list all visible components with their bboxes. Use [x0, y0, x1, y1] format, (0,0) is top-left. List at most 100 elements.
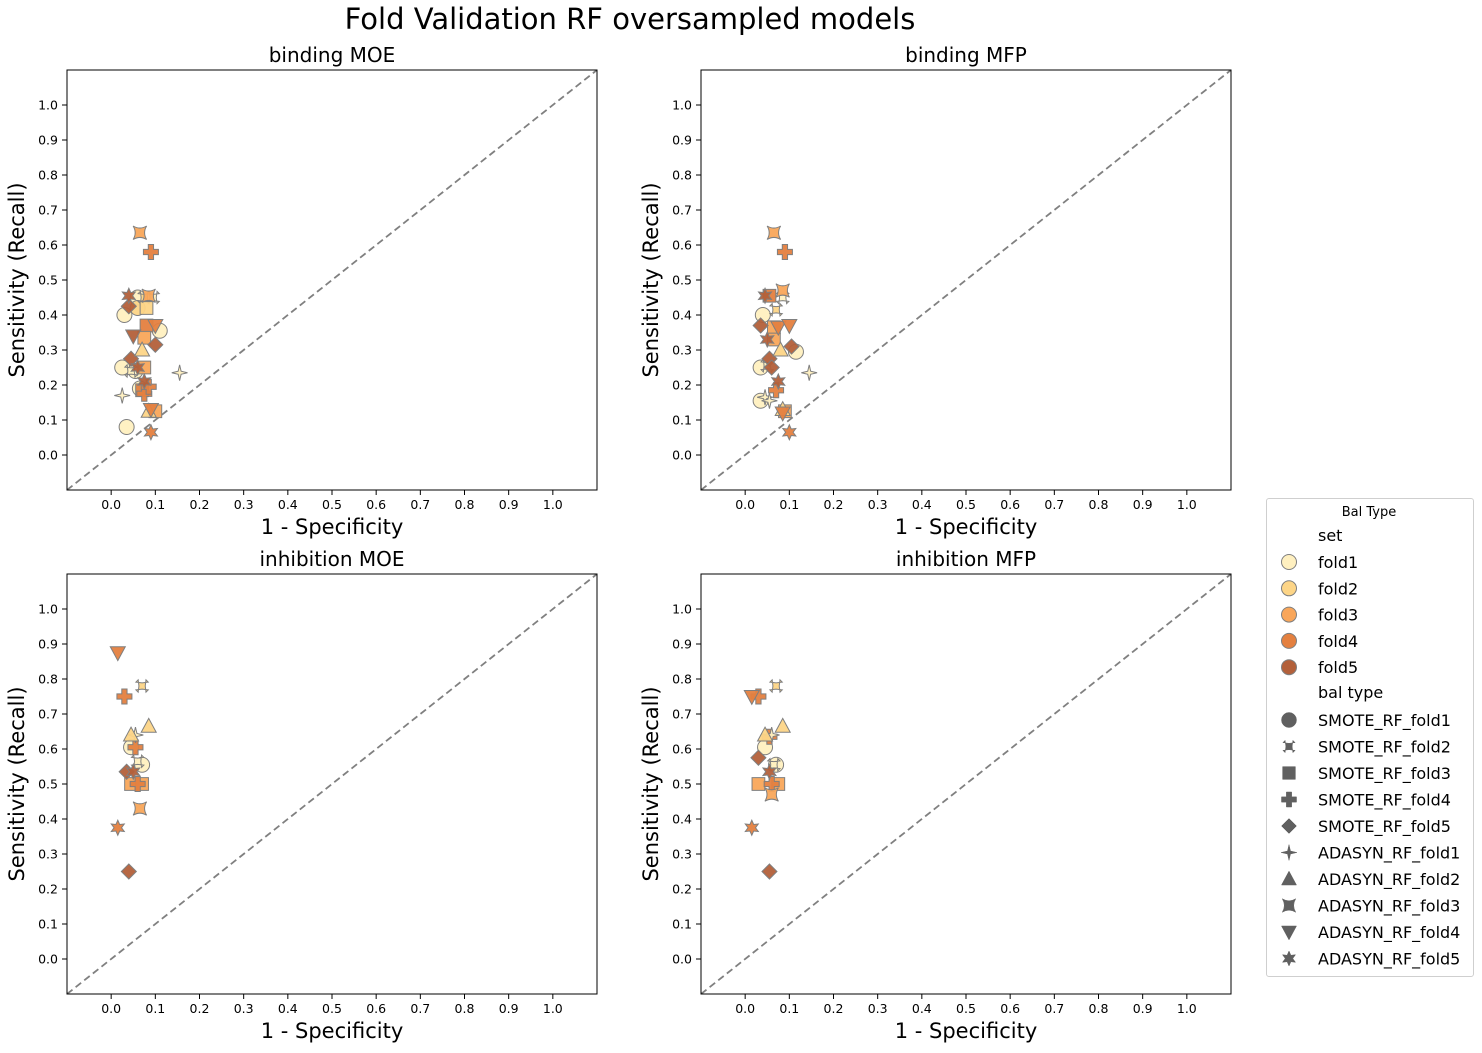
subplot-title: binding MOE — [269, 43, 396, 67]
y-tick-label: 0.7 — [38, 707, 58, 722]
y-axis-label: Sensitivity (Recall) — [5, 182, 29, 377]
subplot-2: 0.0 0.1 0.2 0.3 0.4 0.5 0.6 0.7 0.8 0.9 1.0 0.0 0.1 0… — [639, 43, 1232, 539]
points-group — [743, 678, 792, 880]
data-point-star4 — [801, 364, 818, 381]
y-tick-label: 0.4 — [672, 308, 692, 323]
y-tick-label: 0.4 — [672, 812, 692, 827]
data-point-concave-square — [132, 225, 148, 240]
y-tick-label: 0.1 — [672, 917, 692, 932]
data-point-diamond — [783, 338, 800, 355]
subplot-4: 0.0 0.1 0.2 0.3 0.4 0.5 0.6 0.7 0.8 0.9 1.0 0.0 0.1 0… — [639, 547, 1232, 1043]
x-tick-label: 0.5 — [956, 497, 976, 512]
data-point-star6 — [744, 819, 760, 837]
x-tick-label: 0.1 — [145, 497, 165, 512]
points-group — [114, 225, 188, 441]
data-point-star6 — [121, 287, 137, 305]
diagonal-reference-line — [701, 70, 1231, 490]
data-point-x — [768, 678, 784, 694]
x-tick-label: 1.0 — [1177, 1001, 1197, 1016]
data-point-triangle-down — [142, 403, 160, 419]
subplot-title: inhibition MOE — [259, 547, 404, 571]
x-tick-label: 1.0 — [1177, 497, 1197, 512]
y-tick-label: 0.4 — [38, 812, 58, 827]
subplot-1: 0.0 0.1 0.2 0.3 0.4 0.5 0.6 0.7 0.8 0.9 1.0 0.0 0.1 0… — [5, 43, 598, 539]
data-point-star4 — [171, 364, 188, 381]
x-tick-label: 0.5 — [322, 497, 342, 512]
data-point-x — [768, 302, 784, 317]
x-tick-label: 0.8 — [455, 1001, 475, 1016]
y-tick-label: 0.5 — [38, 777, 58, 792]
y-tick-label: 1.0 — [38, 98, 58, 113]
x-tick-label: 0.3 — [234, 497, 254, 512]
x-tick-label: 0.6 — [366, 497, 386, 512]
data-point-triangle-up — [774, 717, 792, 733]
data-point-diamond — [147, 336, 164, 353]
x-tick-label: 0.6 — [1000, 497, 1020, 512]
data-point-triangle-up — [756, 726, 774, 742]
x-tick-label: 0.9 — [499, 1001, 519, 1016]
x-tick-label: 0.8 — [1089, 497, 1109, 512]
data-point-triangle-down — [109, 646, 127, 662]
y-axis-label: Sensitivity (Recall) — [639, 182, 663, 377]
y-tick-label: 0.8 — [38, 168, 58, 183]
subplot-3: 0.0 0.1 0.2 0.3 0.4 0.5 0.6 0.7 0.8 0.9 1.0 0.0 0.1 0… — [5, 547, 598, 1043]
data-point-star4 — [761, 392, 778, 409]
data-point-star6 — [761, 763, 778, 781]
y-tick-label: 0.9 — [38, 133, 58, 148]
x-tick-label: 0.4 — [912, 1001, 932, 1016]
x-tick-label: 0.3 — [234, 1001, 254, 1016]
data-point-square — [139, 301, 154, 315]
data-point-triangle-up — [772, 341, 789, 357]
diagonal-reference-line — [67, 574, 597, 994]
data-point-triangle-down — [743, 690, 761, 706]
x-tick-label: 0.9 — [1133, 497, 1153, 512]
y-tick-label: 0.6 — [672, 238, 692, 253]
x-tick-label: 0.7 — [1044, 497, 1064, 512]
x-axis-label: 1 - Specificity — [261, 515, 404, 539]
y-tick-label: 0.2 — [38, 882, 58, 897]
x-tick-label: 0.1 — [779, 497, 799, 512]
y-tick-label: 0.8 — [672, 672, 692, 687]
data-point-star6 — [136, 372, 152, 391]
data-point-star6 — [143, 423, 159, 441]
data-point-diamond — [761, 863, 778, 880]
x-tick-label: 0.7 — [410, 497, 430, 512]
y-tick-label: 0.2 — [672, 378, 692, 393]
y-tick-label: 0.5 — [672, 777, 692, 792]
y-tick-label: 0.6 — [38, 742, 58, 757]
x-tick-label: 0.4 — [912, 497, 932, 512]
x-tick-label: 0.9 — [1133, 1001, 1153, 1016]
x-tick-label: 0.2 — [824, 497, 844, 512]
x-tick-label: 0.5 — [956, 1001, 976, 1016]
y-tick-label: 0.2 — [38, 378, 58, 393]
x-tick-label: 0.7 — [1044, 1001, 1064, 1016]
data-point-triangle-down — [780, 319, 798, 335]
y-tick-label: 1.0 — [672, 98, 692, 113]
x-tick-label: 0.3 — [868, 497, 888, 512]
data-point-concave-square — [775, 283, 790, 298]
data-point-star6 — [130, 358, 146, 377]
y-tick-label: 0.7 — [672, 707, 692, 722]
x-tick-label: 0.0 — [735, 497, 755, 512]
x-axis-label: 1 - Specificity — [895, 1019, 1038, 1043]
subplots-group: 0.0 0.1 0.2 0.3 0.4 0.5 0.6 0.7 0.8 0.9 1.0 0.0 0.1 0… — [5, 43, 1232, 1043]
points-group — [109, 646, 158, 880]
y-tick-label: 0.3 — [38, 847, 58, 862]
data-point-diamond — [752, 317, 769, 334]
data-point-x — [134, 678, 150, 694]
data-point-concave-square — [141, 288, 156, 303]
data-point-star6 — [757, 287, 773, 305]
data-point-triangle-down — [124, 329, 142, 345]
y-tick-label: 0.8 — [38, 672, 58, 687]
diagonal-reference-line — [701, 574, 1231, 994]
data-point-concave-square — [764, 787, 779, 802]
x-tick-label: 0.7 — [410, 1001, 430, 1016]
y-tick-label: 0.9 — [672, 133, 692, 148]
figure-suptitle: Fold Validation RF oversampled models — [344, 2, 916, 36]
diagonal-reference-line — [67, 70, 597, 490]
y-tick-label: 0.1 — [672, 413, 692, 428]
data-point-circle — [118, 419, 135, 435]
y-tick-label: 1.0 — [38, 602, 58, 617]
y-tick-label: 0.5 — [38, 273, 58, 288]
